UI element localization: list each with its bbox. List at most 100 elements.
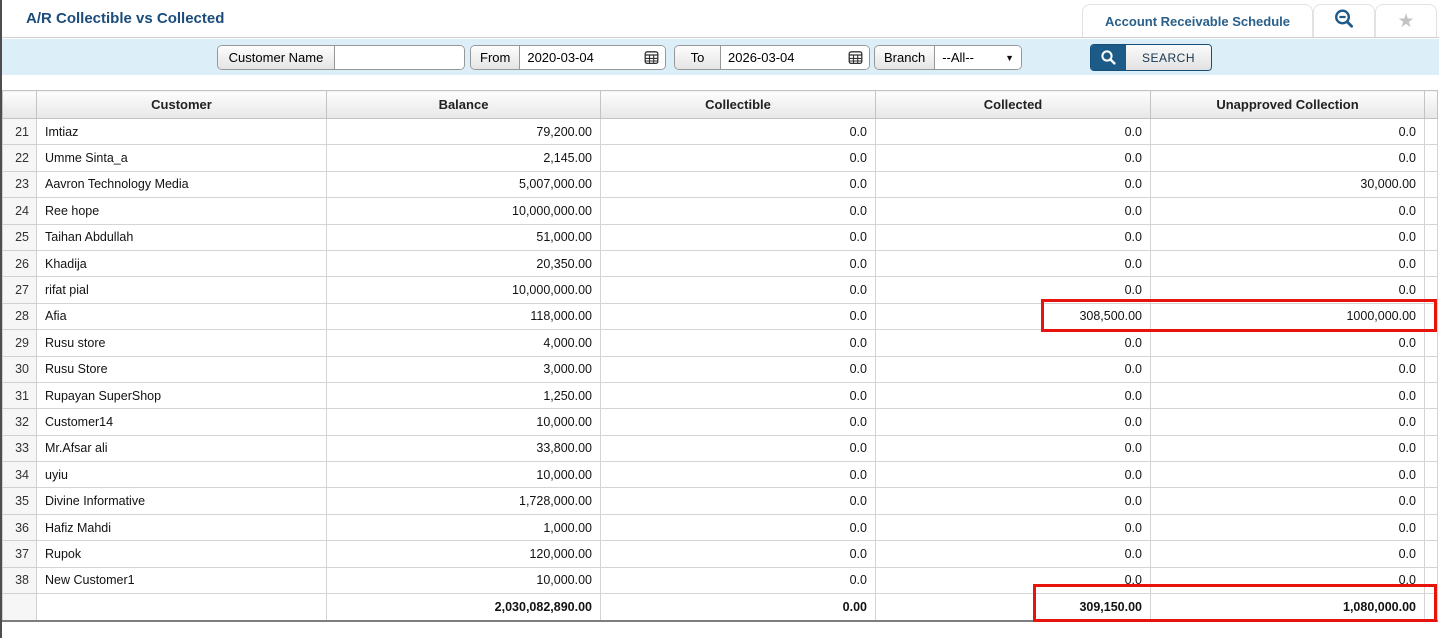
- collected-cell: 0.0: [876, 171, 1151, 197]
- customer-cell: Afia: [37, 303, 327, 329]
- row-number-cell: 28: [3, 303, 37, 329]
- unapproved-collection-cell: 1000,000.00: [1151, 303, 1425, 329]
- from-calendar-icon[interactable]: [644, 46, 665, 69]
- row-number-cell: 38: [3, 567, 37, 593]
- balance-cell: 10,000.00: [327, 462, 601, 488]
- totals-row: 2,030,082,890.00 0.00 309,150.00 1,080,0…: [3, 594, 1438, 621]
- customer-name-filter: Customer Name: [217, 45, 465, 70]
- from-date-input[interactable]: [527, 50, 637, 65]
- collectible-cell: 0.0: [601, 119, 876, 145]
- branch-filter: Branch --All-- ▼: [874, 45, 1022, 70]
- spacer-cell: [1425, 119, 1438, 145]
- balance-cell: 120,000.00: [327, 541, 601, 567]
- row-number-cell: 33: [3, 435, 37, 461]
- row-number-cell: 31: [3, 382, 37, 408]
- collected-cell: 0.0: [876, 356, 1151, 382]
- unapproved-collection-cell: 0.0: [1151, 277, 1425, 303]
- search-icon: [1091, 45, 1126, 70]
- collected-cell: 0.0: [876, 198, 1151, 224]
- row-number-cell: 37: [3, 541, 37, 567]
- account-receivable-schedule-label: Account Receivable Schedule: [1105, 14, 1290, 29]
- balance-cell: 10,000,000.00: [327, 198, 601, 224]
- row-number-cell: 27: [3, 277, 37, 303]
- collected-cell: 0.0: [876, 488, 1151, 514]
- collected-cell: 0.0: [876, 250, 1151, 276]
- zoom-out-button[interactable]: [1313, 4, 1375, 37]
- customer-cell: Mr.Afsar ali: [37, 435, 327, 461]
- collected-cell: 0.0: [876, 330, 1151, 356]
- table-row: 26 Khadija 20,350.00 0.0 0.0 0.0: [3, 250, 1438, 276]
- to-date-input[interactable]: [728, 50, 841, 65]
- collected-cell: 0.0: [876, 224, 1151, 250]
- balance-cell: 1,728,000.00: [327, 488, 601, 514]
- collected-cell: 0.0: [876, 514, 1151, 540]
- collectible-cell: 0.0: [601, 277, 876, 303]
- to-calendar-icon[interactable]: [848, 46, 869, 69]
- balance-cell: 10,000.00: [327, 409, 601, 435]
- row-number-cell: 30: [3, 356, 37, 382]
- spacer-cell: [1425, 409, 1438, 435]
- spacer-cell: [1425, 303, 1438, 329]
- search-button[interactable]: SEARCH: [1090, 44, 1212, 71]
- table-row: 36 Hafiz Mahdi 1,000.00 0.0 0.0 0.0: [3, 514, 1438, 540]
- col-header-collected: Collected: [876, 91, 1151, 119]
- totals-collected: 309,150.00: [876, 594, 1151, 621]
- customer-cell: Customer14: [37, 409, 327, 435]
- balance-cell: 33,800.00: [327, 435, 601, 461]
- balance-cell: 5,007,000.00: [327, 171, 601, 197]
- account-receivable-schedule-button[interactable]: Account Receivable Schedule: [1082, 4, 1313, 37]
- row-number-cell: 26: [3, 250, 37, 276]
- table-row: 21 Imtiaz 79,200.00 0.0 0.0 0.0: [3, 119, 1438, 145]
- collected-cell: 0.0: [876, 541, 1151, 567]
- collectible-cell: 0.0: [601, 462, 876, 488]
- customer-cell: New Customer1: [37, 567, 327, 593]
- spacer-cell: [1425, 435, 1438, 461]
- customer-cell: Rusu Store: [37, 356, 327, 382]
- branch-select[interactable]: --All-- ▼: [935, 46, 1021, 69]
- filter-bar: Customer Name From To: [2, 39, 1439, 75]
- collectible-cell: 0.0: [601, 514, 876, 540]
- customer-cell: Khadija: [37, 250, 327, 276]
- unapproved-collection-cell: 0.0: [1151, 541, 1425, 567]
- collected-cell: 0.0: [876, 462, 1151, 488]
- collectible-cell: 0.0: [601, 145, 876, 171]
- customer-cell: Hafiz Mahdi: [37, 514, 327, 540]
- table-row: 29 Rusu store 4,000.00 0.0 0.0 0.0: [3, 330, 1438, 356]
- zoom-out-icon: [1332, 7, 1356, 36]
- customer-cell: Rupayan SuperShop: [37, 382, 327, 408]
- top-bar-actions: Account Receivable Schedule ★: [1082, 0, 1437, 37]
- unapproved-collection-cell: 0.0: [1151, 567, 1425, 593]
- unapproved-collection-cell: 30,000.00: [1151, 171, 1425, 197]
- collectible-cell: 0.0: [601, 356, 876, 382]
- spacer-cell: [1425, 514, 1438, 540]
- balance-cell: 20,350.00: [327, 250, 601, 276]
- customer-cell: uyiu: [37, 462, 327, 488]
- favorite-button[interactable]: ★: [1375, 4, 1437, 37]
- collectible-cell: 0.0: [601, 435, 876, 461]
- ar-table: Customer Balance Collectible Collected U…: [2, 90, 1438, 622]
- table-row: 33 Mr.Afsar ali 33,800.00 0.0 0.0 0.0: [3, 435, 1438, 461]
- spacer-cell: [1425, 171, 1438, 197]
- totals-spacer: [1425, 594, 1438, 621]
- table-row: 31 Rupayan SuperShop 1,250.00 0.0 0.0 0.…: [3, 382, 1438, 408]
- table-header-row: Customer Balance Collectible Collected U…: [3, 91, 1438, 119]
- row-number-cell: 29: [3, 330, 37, 356]
- customer-cell: Umme Sinta_a: [37, 145, 327, 171]
- balance-cell: 10,000.00: [327, 567, 601, 593]
- collectible-cell: 0.0: [601, 250, 876, 276]
- top-bar: A/R Collectible vs Collected Account Rec…: [2, 0, 1439, 38]
- customer-cell: Divine Informative: [37, 488, 327, 514]
- table-row: 35 Divine Informative 1,728,000.00 0.0 0…: [3, 488, 1438, 514]
- customer-cell: Ree hope: [37, 198, 327, 224]
- unapproved-collection-cell: 0.0: [1151, 382, 1425, 408]
- totals-rownum-cell: [3, 594, 37, 621]
- row-number-cell: 21: [3, 119, 37, 145]
- collected-cell: 0.0: [876, 119, 1151, 145]
- branch-label: Branch: [875, 46, 935, 69]
- col-header-rownum: [3, 91, 37, 119]
- customer-name-input[interactable]: [342, 50, 457, 65]
- col-header-customer: Customer: [37, 91, 327, 119]
- collectible-cell: 0.0: [601, 541, 876, 567]
- collectible-cell: 0.0: [601, 171, 876, 197]
- row-number-cell: 24: [3, 198, 37, 224]
